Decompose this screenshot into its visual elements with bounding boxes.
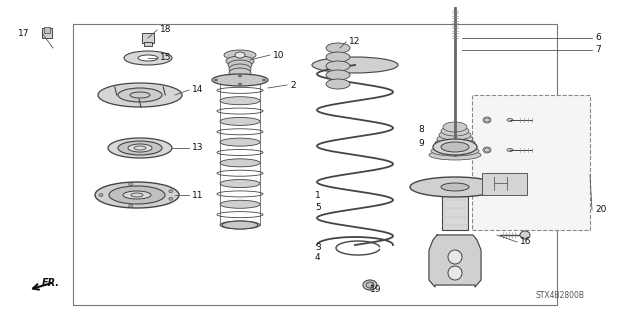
Ellipse shape <box>326 70 350 80</box>
Text: 16: 16 <box>520 238 531 247</box>
Bar <box>42 28 52 38</box>
Ellipse shape <box>239 75 241 77</box>
Ellipse shape <box>439 130 471 140</box>
Ellipse shape <box>326 43 350 53</box>
Ellipse shape <box>326 52 350 62</box>
Ellipse shape <box>431 146 479 156</box>
Text: 11: 11 <box>192 190 204 199</box>
Ellipse shape <box>441 183 469 191</box>
Ellipse shape <box>99 194 103 197</box>
Ellipse shape <box>214 79 218 81</box>
Ellipse shape <box>226 56 254 66</box>
Ellipse shape <box>220 180 260 188</box>
Text: 12: 12 <box>349 38 360 47</box>
Ellipse shape <box>169 197 173 200</box>
Ellipse shape <box>326 79 350 89</box>
Ellipse shape <box>262 79 266 81</box>
Ellipse shape <box>448 266 462 280</box>
Ellipse shape <box>98 83 182 107</box>
Ellipse shape <box>235 52 245 58</box>
Bar <box>144 42 152 46</box>
Ellipse shape <box>212 74 268 86</box>
Ellipse shape <box>443 122 467 132</box>
Ellipse shape <box>483 147 491 153</box>
Ellipse shape <box>220 138 260 146</box>
Text: 17: 17 <box>18 28 29 38</box>
Ellipse shape <box>229 68 251 78</box>
Text: 19: 19 <box>370 286 381 294</box>
Text: 9: 9 <box>418 138 424 147</box>
Text: 13: 13 <box>192 144 204 152</box>
Ellipse shape <box>124 51 172 65</box>
Bar <box>73 24 557 305</box>
Text: 5: 5 <box>315 204 321 212</box>
Bar <box>142 33 154 43</box>
Bar <box>44 27 50 33</box>
Text: 7: 7 <box>595 46 601 55</box>
Ellipse shape <box>410 177 500 197</box>
Ellipse shape <box>220 159 260 167</box>
Ellipse shape <box>220 117 260 125</box>
Ellipse shape <box>129 204 132 207</box>
Bar <box>73 24 557 305</box>
Text: 20: 20 <box>595 205 606 214</box>
Ellipse shape <box>118 141 162 155</box>
Ellipse shape <box>220 76 260 84</box>
Ellipse shape <box>123 191 151 199</box>
Ellipse shape <box>520 231 530 239</box>
Bar <box>472 95 590 230</box>
Ellipse shape <box>433 139 477 155</box>
Ellipse shape <box>95 182 179 208</box>
Ellipse shape <box>118 88 162 102</box>
Ellipse shape <box>507 118 513 122</box>
Text: 18: 18 <box>160 26 172 34</box>
Ellipse shape <box>433 142 477 152</box>
Bar <box>442 195 468 230</box>
Ellipse shape <box>108 138 172 158</box>
Ellipse shape <box>326 61 350 71</box>
Ellipse shape <box>366 282 374 288</box>
Text: 15: 15 <box>160 54 172 63</box>
Ellipse shape <box>441 142 469 152</box>
Text: 6: 6 <box>595 33 601 42</box>
Ellipse shape <box>363 280 377 290</box>
Ellipse shape <box>109 186 165 204</box>
Text: 8: 8 <box>418 125 424 135</box>
Ellipse shape <box>437 134 473 144</box>
Ellipse shape <box>435 138 475 148</box>
Ellipse shape <box>222 221 258 229</box>
Polygon shape <box>429 235 481 287</box>
Text: 2: 2 <box>290 80 296 90</box>
Ellipse shape <box>483 117 491 123</box>
Ellipse shape <box>312 57 398 73</box>
Ellipse shape <box>239 83 241 85</box>
Text: 10: 10 <box>273 50 285 60</box>
Ellipse shape <box>129 183 132 186</box>
Text: 14: 14 <box>192 85 204 94</box>
Ellipse shape <box>128 144 152 152</box>
Text: 1: 1 <box>315 190 321 199</box>
Ellipse shape <box>169 190 173 193</box>
Ellipse shape <box>507 149 513 152</box>
Text: STX4B2800B: STX4B2800B <box>536 291 584 300</box>
Text: 4: 4 <box>315 254 321 263</box>
Ellipse shape <box>220 221 260 229</box>
Ellipse shape <box>229 64 251 74</box>
Text: 3: 3 <box>315 243 321 253</box>
Bar <box>482 173 527 195</box>
Ellipse shape <box>138 55 158 61</box>
Ellipse shape <box>224 50 256 60</box>
Ellipse shape <box>220 97 260 105</box>
Ellipse shape <box>429 150 481 160</box>
Ellipse shape <box>441 126 469 136</box>
Ellipse shape <box>220 200 260 208</box>
Text: FR.: FR. <box>42 278 60 288</box>
Ellipse shape <box>228 60 252 70</box>
Ellipse shape <box>448 250 462 264</box>
